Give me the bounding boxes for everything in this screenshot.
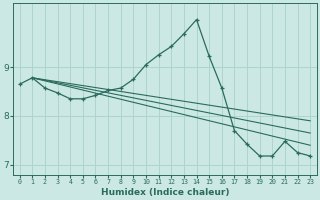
X-axis label: Humidex (Indice chaleur): Humidex (Indice chaleur)	[101, 188, 229, 197]
